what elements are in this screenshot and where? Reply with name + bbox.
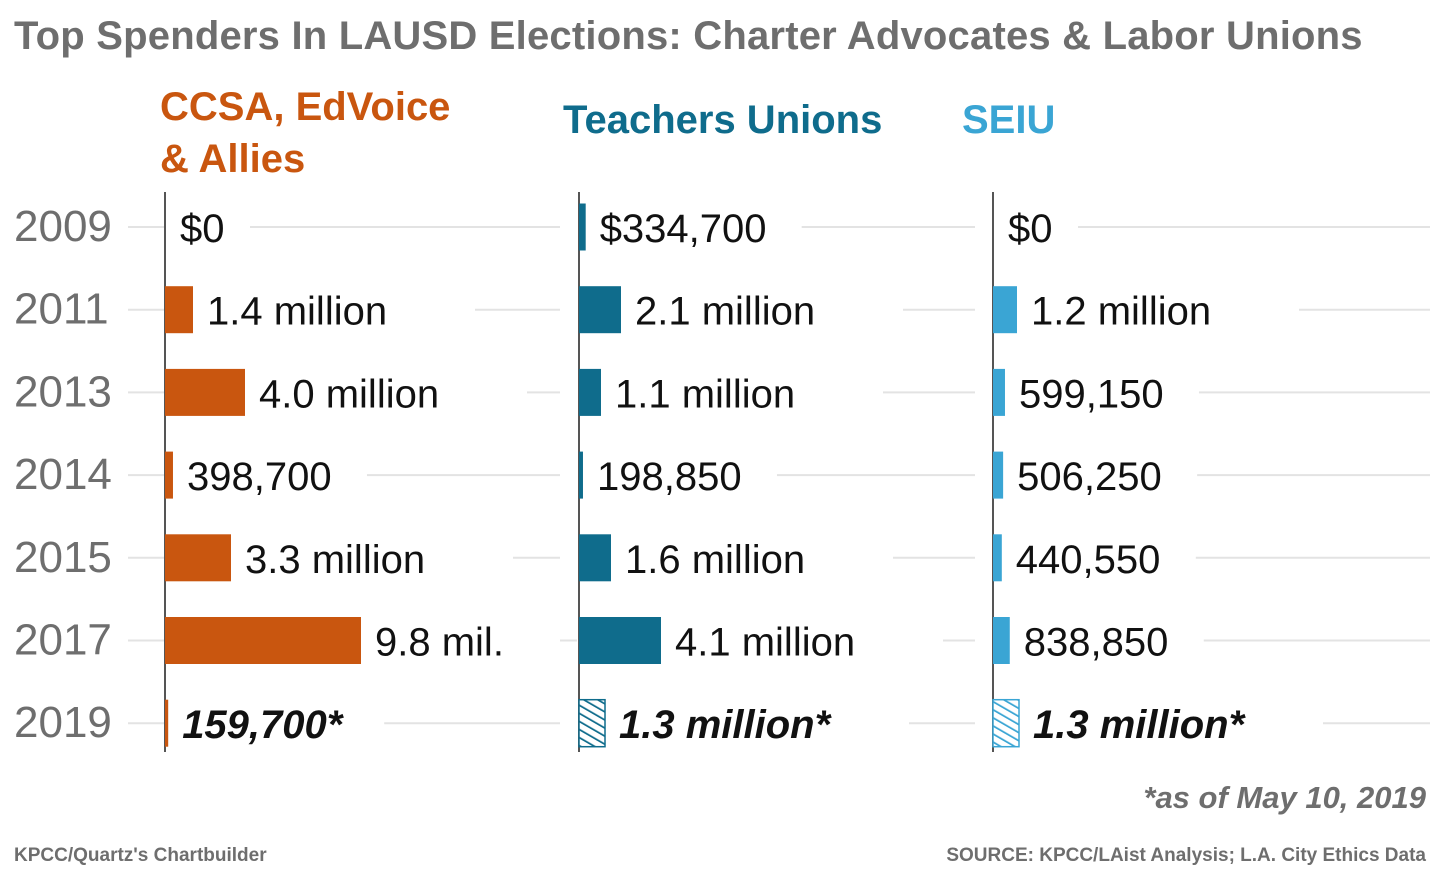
data-label: $0 (180, 207, 225, 251)
bar (993, 286, 1017, 334)
data-label: 1.4 million (207, 290, 387, 334)
series-label: SEIU (962, 98, 1055, 142)
bar (165, 286, 193, 334)
data-label: 2.1 million (635, 290, 815, 334)
data-label: 9.8 mil. (375, 621, 504, 665)
series-label: & Allies (160, 137, 305, 181)
bar (579, 203, 586, 251)
bar (579, 617, 661, 664)
year-tick-label: 2014 (14, 450, 112, 499)
source-note: SOURCE: KPCC/LAist Analysis; L.A. City E… (946, 845, 1426, 866)
bar (993, 368, 1005, 416)
year-tick-label: 2009 (14, 202, 112, 251)
year-tick-label: 2011 (14, 285, 109, 334)
data-label: $0 (1008, 207, 1053, 251)
bar (992, 698, 1020, 748)
bar (579, 286, 621, 334)
bar (165, 699, 169, 747)
series-label: Teachers Unions (563, 98, 882, 142)
chart-title: Top Spenders In LAUSD Elections: Charter… (14, 14, 1363, 58)
year-tick-label: 2013 (14, 367, 112, 416)
bar (993, 534, 1002, 582)
data-label: 506,250 (1017, 455, 1162, 499)
data-label: 599,150 (1019, 372, 1164, 416)
bar (993, 451, 1004, 499)
bar (165, 368, 245, 416)
bar (993, 617, 1010, 664)
series-label: CCSA, EdVoice (160, 85, 450, 129)
footnote: *as of May 10, 2019 (1143, 780, 1426, 815)
bar (579, 368, 601, 416)
data-label: 838,850 (1024, 621, 1169, 665)
bar (579, 451, 583, 499)
bar (578, 698, 606, 748)
data-label: 4.1 million (675, 621, 855, 665)
data-label: 3.3 million (245, 538, 425, 582)
credit: KPCC/Quartz's Chartbuilder (14, 845, 267, 866)
data-label: 1.6 million (625, 538, 805, 582)
bar (165, 617, 361, 664)
data-label: 1.1 million (615, 372, 795, 416)
data-label: 1.2 million (1031, 290, 1211, 334)
year-tick-label: 2017 (14, 616, 112, 665)
bar (165, 451, 173, 499)
data-label: 1.3 million* (619, 703, 833, 747)
year-tick-label: 2019 (14, 698, 112, 747)
year-tick-label: 2015 (14, 533, 112, 582)
data-label: 398,700 (187, 455, 332, 499)
bar (165, 534, 231, 582)
data-label: 159,700* (182, 703, 345, 747)
data-label: 4.0 million (259, 372, 439, 416)
data-label: 440,550 (1016, 538, 1161, 582)
data-label: 198,850 (597, 455, 742, 499)
bar (579, 534, 611, 582)
data-label: $334,700 (600, 207, 767, 251)
data-label: 1.3 million* (1033, 703, 1247, 747)
